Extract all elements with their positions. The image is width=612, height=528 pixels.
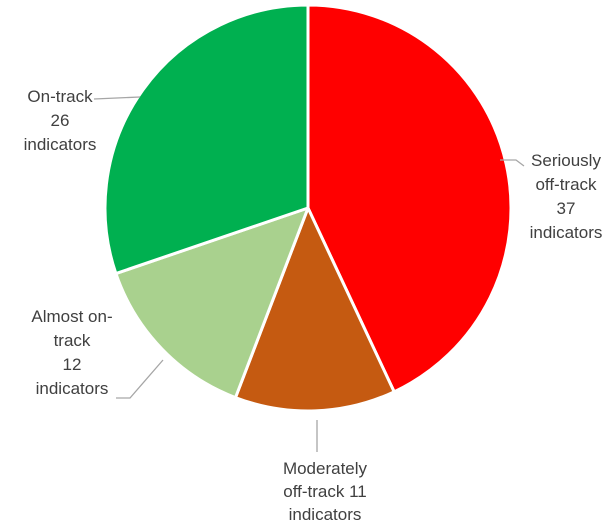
slice-label-1-line-0: Moderately bbox=[283, 459, 368, 478]
slice-label-2-line-2: 12 bbox=[63, 355, 82, 374]
pie-slice-2 bbox=[114, 206, 310, 400]
slice-label-0-line-0: Seriously bbox=[531, 151, 601, 170]
pie-slice-1 bbox=[233, 206, 396, 413]
slice-label-2-line-3: indicators bbox=[36, 379, 109, 398]
slice-label-3-line-2: indicators bbox=[24, 135, 97, 154]
pie-slices bbox=[103, 3, 513, 413]
slice-label-2-line-0: Almost on- bbox=[31, 307, 112, 326]
slice-label-1-line-1: off-track 11 bbox=[283, 482, 366, 501]
slice-label-0-line-1: off-track bbox=[535, 175, 597, 194]
slice-label-3-line-0: On-track bbox=[27, 87, 93, 106]
slice-label-0: Seriously off-track 37 indicators bbox=[530, 151, 603, 242]
slice-label-3: On-track 26 indicators bbox=[24, 87, 97, 154]
slice-label-0-line-3: indicators bbox=[530, 223, 603, 242]
pie-slice-3 bbox=[103, 3, 310, 276]
slice-label-1: Moderately off-track 11 indicators bbox=[283, 459, 368, 524]
slice-label-3-line-1: 26 bbox=[51, 111, 70, 130]
leader-line-2 bbox=[116, 359, 164, 399]
pie-slice-0 bbox=[306, 3, 513, 394]
leader-line-3 bbox=[93, 96, 141, 100]
leader-line-0 bbox=[500, 159, 525, 167]
slice-label-2-line-1: track bbox=[54, 331, 91, 350]
leader-lines bbox=[93, 96, 525, 452]
slice-label-2: Almost on-track 12 indicators bbox=[31, 307, 112, 398]
slice-label-1-line-2: indicators bbox=[289, 505, 362, 524]
slice-labels: Seriously off-track 37 indicatorsModerately… bbox=[24, 87, 603, 524]
slice-label-0-line-2: 37 bbox=[557, 199, 576, 218]
